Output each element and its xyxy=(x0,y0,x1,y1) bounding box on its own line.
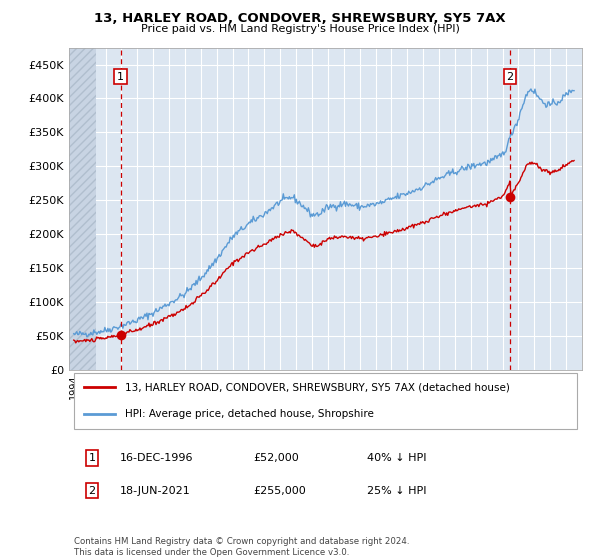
Text: £52,000: £52,000 xyxy=(254,453,299,463)
Text: 13, HARLEY ROAD, CONDOVER, SHREWSBURY, SY5 7AX (detached house): 13, HARLEY ROAD, CONDOVER, SHREWSBURY, S… xyxy=(125,382,511,393)
Text: Contains HM Land Registry data © Crown copyright and database right 2024.
This d: Contains HM Land Registry data © Crown c… xyxy=(74,537,410,557)
Text: 1: 1 xyxy=(89,453,95,463)
FancyBboxPatch shape xyxy=(74,373,577,430)
Text: 16-DEC-1996: 16-DEC-1996 xyxy=(121,453,194,463)
Text: 18-JUN-2021: 18-JUN-2021 xyxy=(121,486,191,496)
Text: 1: 1 xyxy=(117,72,124,82)
Text: 2: 2 xyxy=(89,486,95,496)
Text: 25% ↓ HPI: 25% ↓ HPI xyxy=(367,486,426,496)
Text: 2: 2 xyxy=(506,72,514,82)
Text: HPI: Average price, detached house, Shropshire: HPI: Average price, detached house, Shro… xyxy=(125,409,374,419)
Bar xyxy=(69,48,96,370)
Text: 13, HARLEY ROAD, CONDOVER, SHREWSBURY, SY5 7AX: 13, HARLEY ROAD, CONDOVER, SHREWSBURY, S… xyxy=(94,12,506,25)
Text: Price paid vs. HM Land Registry's House Price Index (HPI): Price paid vs. HM Land Registry's House … xyxy=(140,24,460,34)
Text: £255,000: £255,000 xyxy=(254,486,307,496)
Text: 40% ↓ HPI: 40% ↓ HPI xyxy=(367,453,426,463)
